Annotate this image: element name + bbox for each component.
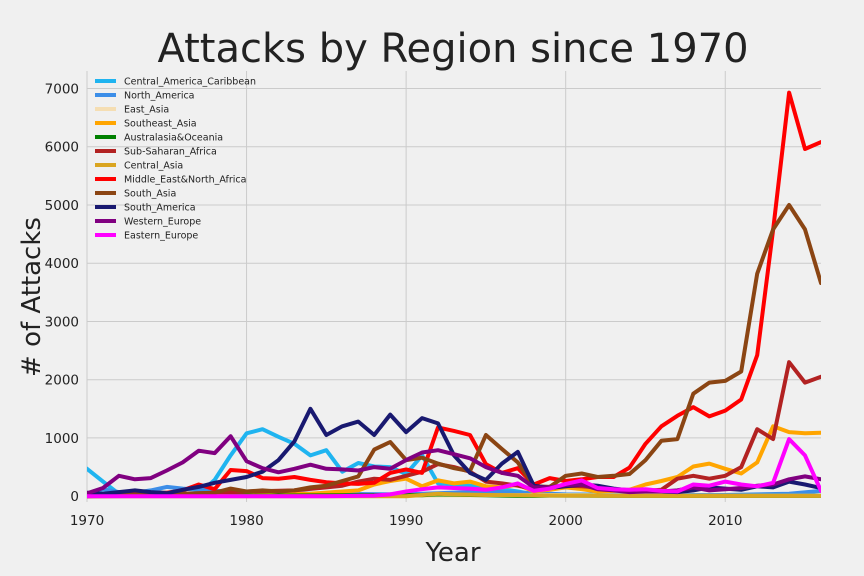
series-line-south-asia [87,203,821,499]
legend-label: Western_Europe [124,217,201,228]
x-axis-ticks: 1970 1980 1990 2000 2010 [70,513,743,529]
legend: Central_America_Caribbean North_America Ea… [95,77,256,242]
legend-item: South_Asia [95,189,176,200]
y-tick-label: 7000 [45,81,79,97]
legend-label: Middle_East&North_Africa [124,175,246,186]
legend-item: South_America [95,203,196,214]
legend-item: Southeast_Asia [95,119,197,130]
grid-lines [86,71,821,502]
y-axis-ticks: 0 1000 2000 3000 4000 5000 6000 7000 [45,81,79,505]
legend-item: Central_America_Caribbean [95,77,256,88]
series-line-middle-east-north-africa [87,90,821,497]
legend-label: East_Asia [124,105,169,116]
legend-item: Sub-Saharan_Africa [95,147,217,158]
legend-item: Australasia&Oceania [95,133,223,144]
y-tick-label: 5000 [45,198,79,214]
series-line-eastern-europe [87,437,821,499]
y-tick-label: 0 [70,489,79,505]
series-line-central-asia [87,491,821,499]
legend-item: North_America [95,91,195,102]
series-line-western-europe [87,434,821,496]
chart-title: Attacks by Region since 1970 [157,26,748,72]
legend-item: Western_Europe [95,217,201,228]
legend-label: Southeast_Asia [124,119,197,130]
legend-item: Eastern_Europe [95,231,198,242]
legend-item: Middle_East&North_Africa [95,175,246,186]
x-tick-label: 2010 [708,513,742,529]
x-tick-label: 1980 [229,513,263,529]
legend-label: Central_Asia [124,161,183,172]
legend-label: Central_America_Caribbean [124,77,256,88]
x-axis-label: Year [424,538,480,568]
x-tick-label: 1970 [70,513,104,529]
y-tick-label: 4000 [45,256,79,272]
legend-label: Sub-Saharan_Africa [124,147,217,158]
legend-label: South_Asia [124,189,176,200]
x-tick-label: 2000 [549,513,583,529]
y-tick-label: 1000 [45,431,79,447]
legend-item: Central_Asia [95,161,183,172]
y-axis-label: # of Attacks [17,217,47,377]
series-lines [87,90,821,499]
legend-item: East_Asia [95,105,169,116]
legend-label: North_America [124,91,195,102]
y-tick-label: 3000 [45,314,79,330]
legend-label: Eastern_Europe [124,231,198,242]
y-tick-label: 2000 [45,373,79,389]
legend-label: Australasia&Oceania [124,133,223,144]
y-tick-label: 6000 [45,140,79,156]
x-tick-label: 1990 [389,513,423,529]
legend-label: South_America [124,203,196,214]
